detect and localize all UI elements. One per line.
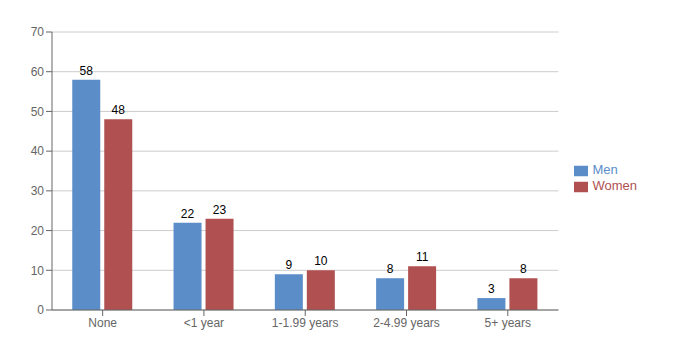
svg-text:30: 30	[31, 184, 45, 198]
svg-text:23: 23	[213, 203, 227, 217]
svg-text:48: 48	[112, 103, 126, 117]
html-text:Women: Women	[592, 178, 637, 193]
svg-text:70: 70	[31, 25, 45, 39]
svg-text:58: 58	[80, 64, 94, 78]
svg-text:3: 3	[488, 282, 495, 296]
svg-text:40: 40	[31, 144, 45, 158]
svg-text:60: 60	[31, 65, 45, 79]
svg-text:20: 20	[31, 224, 45, 238]
html-text:Men: Men	[592, 162, 618, 178]
svg-text:8: 8	[520, 262, 527, 276]
svg-text:50: 50	[31, 105, 45, 119]
svg-text:None: None	[88, 316, 117, 330]
svg-text:2-4.99 years: 2-4.99 years	[373, 316, 440, 330]
svg-text:5+ years: 5+ years	[485, 316, 531, 330]
svg-text:10: 10	[314, 254, 328, 268]
svg-text:1-1.99 years: 1-1.99 years	[272, 316, 339, 330]
svg-text:<1 year: <1 year	[184, 316, 224, 330]
svg-text:11: 11	[416, 250, 429, 264]
svg-text:22: 22	[181, 207, 195, 221]
svg-text:9: 9	[285, 258, 292, 272]
svg-text:10: 10	[31, 264, 45, 278]
svg-text:0: 0	[37, 303, 44, 317]
svg-text:8: 8	[387, 262, 394, 276]
